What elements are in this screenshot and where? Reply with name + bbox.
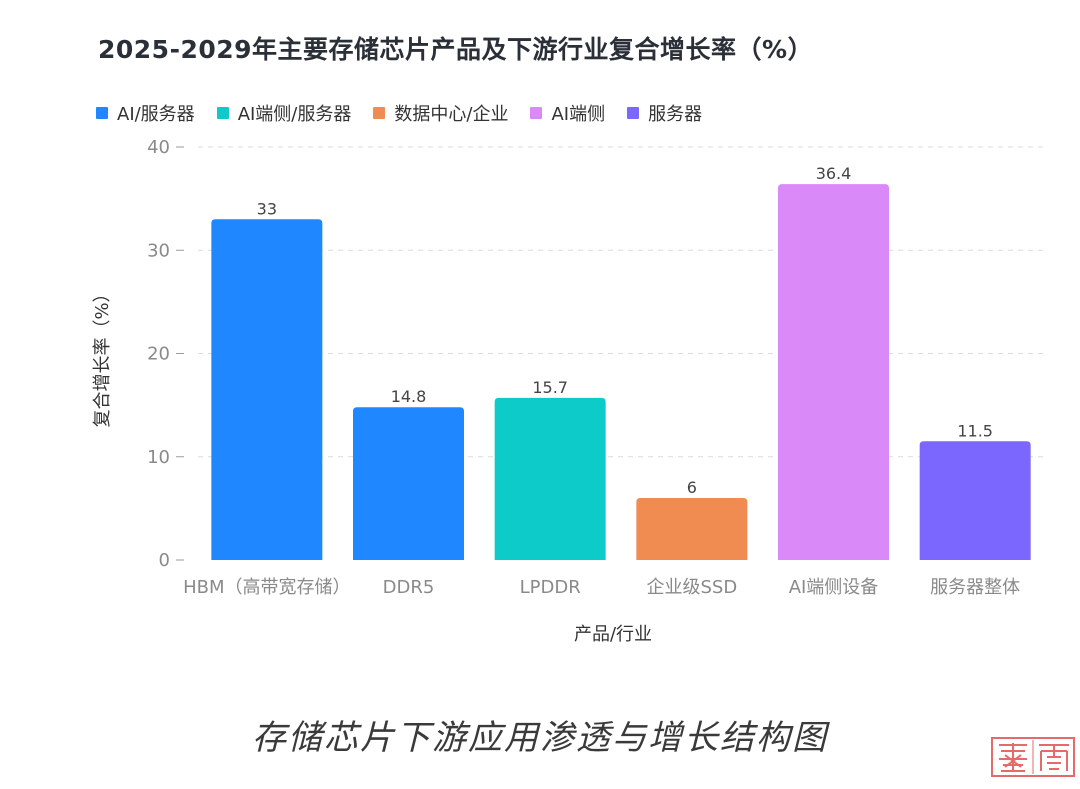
bar <box>636 498 748 560</box>
legend-swatch <box>627 107 640 119</box>
y-tick-label: 30 <box>147 240 170 261</box>
chart-plot: 0 10 20 30 40 33 HBM（高带宽存储） 14.8 DDR5 15.7 LPDDR 6 企… <box>92 137 1048 645</box>
bar <box>211 219 323 560</box>
data-label: 6 <box>687 478 697 497</box>
legend-label: AI端侧/服务器 <box>237 104 352 125</box>
x-tick-label: AI端侧设备 <box>789 577 879 598</box>
bar <box>353 407 464 560</box>
x-tick-label: HBM（高带宽存储） <box>183 577 350 598</box>
y-axis-label: 复合增长率（%） <box>92 284 113 427</box>
figure-caption: 存储芯片下游应用渗透与增长结构图 <box>252 718 828 758</box>
x-tick-label: DDR5 <box>383 577 435 598</box>
bar <box>778 184 889 561</box>
data-label: 11.5 <box>957 421 993 440</box>
legend-swatch <box>530 107 543 119</box>
legend-label: AI/服务器 <box>117 104 195 125</box>
legend-item-ai-edge-server: AI端侧/服务器 <box>216 100 352 126</box>
chart-legend: AI/服务器 AI端侧/服务器 数据中心/企业 AI端侧 服务器 <box>96 100 702 126</box>
chart-title: 2025-2029年主要存储芯片产品及下游行业复合增长率（%） <box>98 35 814 64</box>
x-tick-label: 企业级SSD <box>646 577 737 598</box>
legend-item-ai-server: AI/服务器 <box>96 100 195 126</box>
x-tick-label: LPDDR <box>520 577 581 598</box>
y-tick-label: 20 <box>147 344 170 365</box>
legend-item-datacenter-enterprise: 数据中心/企业 <box>373 100 508 126</box>
y-tick-label: 10 <box>147 447 170 468</box>
y-tick-label: 0 <box>159 550 170 571</box>
legend-item-ai-edge: AI端侧 <box>530 100 605 126</box>
legend-label: AI端侧 <box>551 104 606 125</box>
legend-swatch <box>96 107 108 119</box>
legend-swatch <box>216 107 229 119</box>
x-axis-label: 产品/行业 <box>574 624 652 645</box>
legend-item-server: 服务器 <box>627 100 702 126</box>
watermark-seal <box>991 737 1075 777</box>
bar <box>919 441 1031 560</box>
data-label: 33 <box>257 199 277 218</box>
x-tick-label: 服务器整体 <box>930 577 1020 598</box>
bar <box>494 397 606 560</box>
legend-label: 服务器 <box>648 104 703 125</box>
legend-swatch <box>373 107 386 119</box>
y-tick-label: 40 <box>147 137 170 158</box>
data-label: 15.7 <box>532 378 568 397</box>
data-label: 14.8 <box>391 387 427 406</box>
legend-label: 数据中心/企业 <box>394 104 509 125</box>
data-label: 36.4 <box>816 164 852 183</box>
